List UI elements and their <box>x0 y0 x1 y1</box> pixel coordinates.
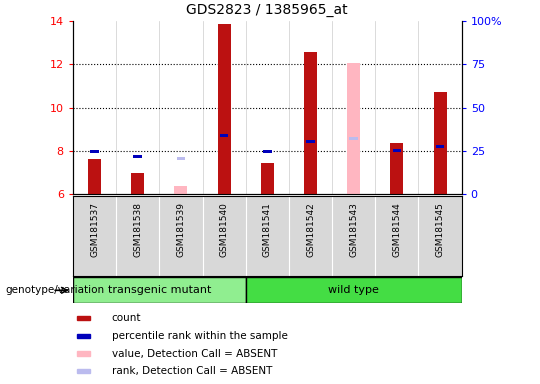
Bar <box>131 174 144 194</box>
Bar <box>436 145 444 148</box>
Text: transgenic mutant: transgenic mutant <box>107 285 211 295</box>
Bar <box>246 277 462 303</box>
Bar <box>88 159 101 194</box>
Bar <box>77 351 90 356</box>
Bar <box>77 334 90 338</box>
Text: wild type: wild type <box>328 285 379 295</box>
Text: percentile rank within the sample: percentile rank within the sample <box>112 331 288 341</box>
Text: count: count <box>112 313 141 323</box>
Bar <box>390 143 403 194</box>
Bar <box>349 137 358 140</box>
Bar <box>90 151 99 153</box>
Text: GSM181544: GSM181544 <box>393 202 401 257</box>
Text: GSM181539: GSM181539 <box>177 202 185 257</box>
Bar <box>306 140 315 143</box>
Bar <box>177 157 185 160</box>
Bar <box>73 277 246 303</box>
Bar <box>77 316 90 320</box>
Bar <box>77 369 90 373</box>
Bar <box>220 134 228 137</box>
Bar <box>174 186 187 194</box>
Bar <box>304 53 317 194</box>
Bar <box>218 24 231 194</box>
Text: GSM181542: GSM181542 <box>306 202 315 257</box>
Bar <box>347 63 360 194</box>
Text: GSM181543: GSM181543 <box>349 202 358 257</box>
Text: genotype/variation: genotype/variation <box>5 285 105 295</box>
Text: GSM181541: GSM181541 <box>263 202 272 257</box>
Text: value, Detection Call = ABSENT: value, Detection Call = ABSENT <box>112 349 277 359</box>
Bar <box>133 155 142 157</box>
Bar <box>261 162 274 194</box>
Text: GSM181537: GSM181537 <box>90 202 99 257</box>
Bar <box>263 150 272 153</box>
Text: GSM181545: GSM181545 <box>436 202 444 257</box>
Bar <box>434 93 447 194</box>
Text: rank, Detection Call = ABSENT: rank, Detection Call = ABSENT <box>112 366 272 376</box>
Text: GSM181538: GSM181538 <box>133 202 142 257</box>
Text: GSM181540: GSM181540 <box>220 202 228 257</box>
Bar <box>393 149 401 152</box>
Title: GDS2823 / 1385965_at: GDS2823 / 1385965_at <box>186 3 348 17</box>
